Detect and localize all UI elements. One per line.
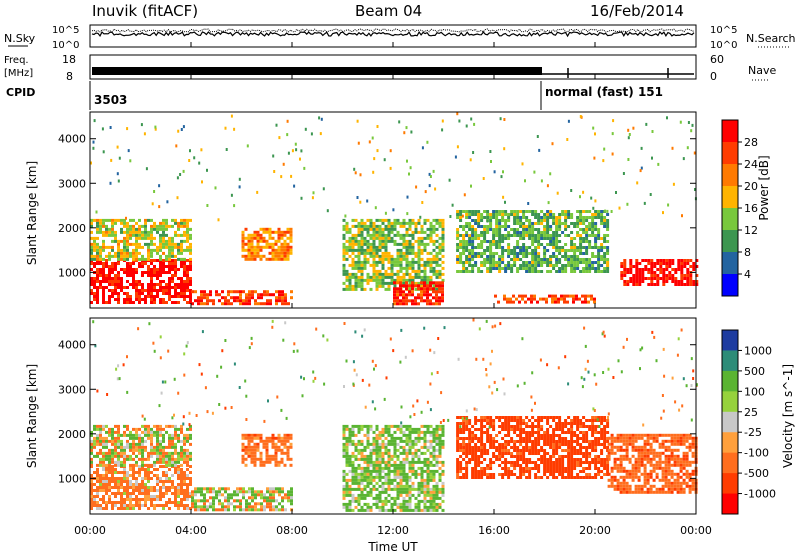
x-tick-0: 00:00 [74,524,106,537]
power-region-1 [90,218,192,261]
freq-label: Freq. [4,55,29,66]
velocity-cbar-tick-6: -500 [744,467,769,480]
velocity-cbar-label: Velocity [m s^-1] [781,364,795,468]
velocity-cbar-tick-2: 100 [744,385,765,398]
power-cbar-swatch-2 [722,164,738,187]
freq-tick-top: 18 [62,53,76,66]
power-cbar-swatch-6 [722,252,738,275]
power-cbar-swatch-4 [722,208,738,231]
x-tick-5: 20:00 [579,524,611,537]
velocity-cbar-swatch-4 [722,411,738,433]
power-cbar-swatch-0 [722,120,738,143]
velocity-cbar-tick-4: -25 [744,426,762,439]
power-scatter [90,112,697,223]
power-cbar-swatch-3 [722,186,738,209]
power-ytick-4000: 4000 [58,133,86,146]
power-cbar-swatch-1 [722,142,738,165]
velocity-cbar-swatch-5 [722,432,738,454]
power-cbar-tick-5: 8 [744,246,751,259]
freq-band [92,67,542,75]
power-cbar-tick-4: 12 [744,224,758,237]
power-ytick-1000: 1000 [58,266,86,279]
velocity-cbar-tick-1: 500 [744,365,765,378]
velocity-region-4 [342,424,445,512]
beam-title: Beam 04 [355,2,422,20]
velocity-region-0 [90,465,192,510]
nave-tick-top: 60 [710,53,724,66]
velocity-cbar-tick-3: 25 [744,406,758,419]
power-colorbar: 28 24 20 16 12 8 4 [721,119,758,297]
velocity-ytick-4000: 4000 [58,339,86,352]
velocity-cbar-swatch-0 [722,330,738,351]
power-region-4 [342,218,445,291]
power-cbar-label: Power [dB] [757,155,771,220]
x-tick-1: 04:00 [175,524,207,537]
station-title: Inuvik (fitACF) [92,2,198,20]
velocity-ytick-1000: 1000 [58,472,86,485]
power-cbar-swatch-5 [722,230,738,253]
velocity-ytick-3000: 3000 [58,383,86,396]
power-ytick-2000: 2000 [58,222,86,235]
freq-tick-bottom: 8 [66,70,73,83]
velocity-heatmap [90,318,698,512]
power-cbar-swatch-7 [722,274,738,297]
power-region-6 [456,210,610,273]
date-title: 16/Feb/2014 [590,2,684,20]
x-tick-3: 12:00 [377,524,409,537]
x-tick-6: 00:00 [680,524,712,537]
power-region-7 [494,294,596,304]
velocity-cbar-swatch-7 [722,473,738,495]
power-cbar-tick-1: 24 [744,158,758,171]
velocity-cbar-tick-7: -1000 [744,488,776,501]
velocity-region-3 [241,433,293,467]
power-heatmap [90,112,699,306]
power-cbar-tick-3: 16 [744,202,758,215]
velocity-cbar-swatch-6 [722,452,738,474]
power-region-5 [393,281,444,306]
velocity-cbar-tick-0: 1000 [744,344,772,357]
x-axis-label: Time UT [367,540,418,554]
velocity-cbar-tick-5: -100 [744,447,769,460]
velocity-cbar-swatch-8 [722,493,738,515]
velocity-region-1 [90,424,192,467]
velocity-cbar-swatch-2 [722,370,738,392]
power-ytick-3000: 3000 [58,177,86,190]
nave-tick-bottom: 0 [710,70,717,83]
power-cbar-tick-2: 20 [744,180,758,193]
power-region-8 [620,259,699,286]
nsky-tick-top: 10^5 [52,25,79,36]
power-region-3 [241,227,293,261]
nsky-tick-bottom: 10^0 [52,40,79,51]
power-region-2 [191,290,293,306]
velocity-ytick-2000: 2000 [58,428,86,441]
x-tick-2: 08:00 [276,524,308,537]
cpid-segment-1: 3503 [94,93,127,107]
nsearch-tick-top: 10^5 [710,25,737,36]
velocity-region-5 [456,416,610,479]
nsky-series [91,30,695,38]
cpid-label: CPID [6,86,35,99]
velocity-region-2 [191,487,293,512]
freq-unit: [MHz] [4,68,33,79]
velocity-cbar-swatch-3 [722,391,738,413]
power-region-0 [90,259,192,304]
power-ylabel: Slant Range [km] [25,161,39,265]
power-cbar-tick-0: 28 [744,136,758,149]
nsearch-tick-bottom: 10^0 [710,40,737,51]
nsky-label: N.Sky [4,32,36,45]
velocity-cbar-swatch-1 [722,350,738,372]
nave-label: Nave [748,64,776,77]
cpid-segment-2: normal (fast) 151 [545,85,663,99]
velocity-region-6 [607,433,698,494]
power-cbar-tick-6: 4 [744,268,751,281]
velocity-ylabel: Slant Range [km] [25,364,39,468]
velocity-scatter [92,318,698,429]
nsearch-label: N.Search [746,32,796,45]
x-tick-4: 16:00 [478,524,510,537]
velocity-colorbar: 1000 500 100 25 -25 -100 -500 -1000 [721,329,776,515]
